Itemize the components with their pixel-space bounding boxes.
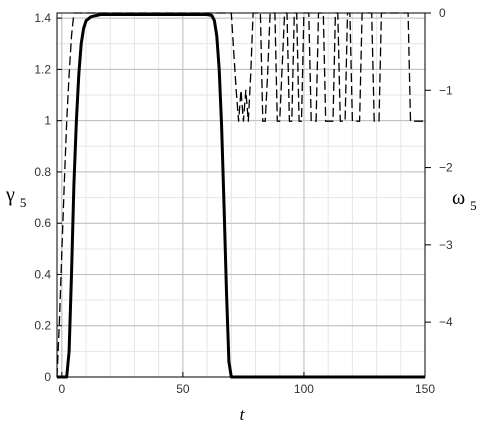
x-tick-label: 0 <box>58 382 65 396</box>
y-right-axis-subscript: 5 <box>470 198 477 213</box>
y-left-tick-label: 1 <box>44 114 51 128</box>
tick-labels: 0 50 100 150 0 0.2 0.4 0.6 0.8 1 1.2 1.4 0 −1 −2 −3 −4 <box>34 6 453 396</box>
y-right-axis-title: ω 5 <box>452 187 477 213</box>
y-left-axis-symbol: γ <box>5 184 15 206</box>
y-right-axis-symbol: ω <box>452 187 465 209</box>
gamma5-solid-line <box>57 13 425 379</box>
y-left-tick-label: 0.8 <box>34 165 51 179</box>
y-left-tick-label: 0 <box>44 370 51 384</box>
y-left-axis-subscript: 5 <box>20 195 27 210</box>
plot-frame <box>56 12 426 378</box>
y-right-tick-label: 0 <box>439 6 446 20</box>
y-right-tick-label: −3 <box>439 238 453 252</box>
y-left-tick-label: 0.4 <box>34 267 51 281</box>
y-left-tick-label: 1.2 <box>34 62 51 76</box>
x-axis-title-text: t <box>240 405 246 424</box>
y-left-axis-title: γ 5 <box>5 184 26 210</box>
x-tick-label: 100 <box>294 382 314 396</box>
x-tick-label: 50 <box>176 382 190 396</box>
x-tick-label: 150 <box>415 382 435 396</box>
tick-marks <box>57 12 431 378</box>
y-left-tick-label: 0.2 <box>34 319 51 333</box>
x-axis-title: t <box>240 405 246 424</box>
y-right-tick-label: −2 <box>439 161 453 175</box>
y-left-tick-label: 1.4 <box>34 11 51 25</box>
y-left-tick-label: 0.6 <box>34 216 51 230</box>
y-right-tick-label: −4 <box>439 315 453 329</box>
y-right-tick-label: −1 <box>439 83 453 97</box>
